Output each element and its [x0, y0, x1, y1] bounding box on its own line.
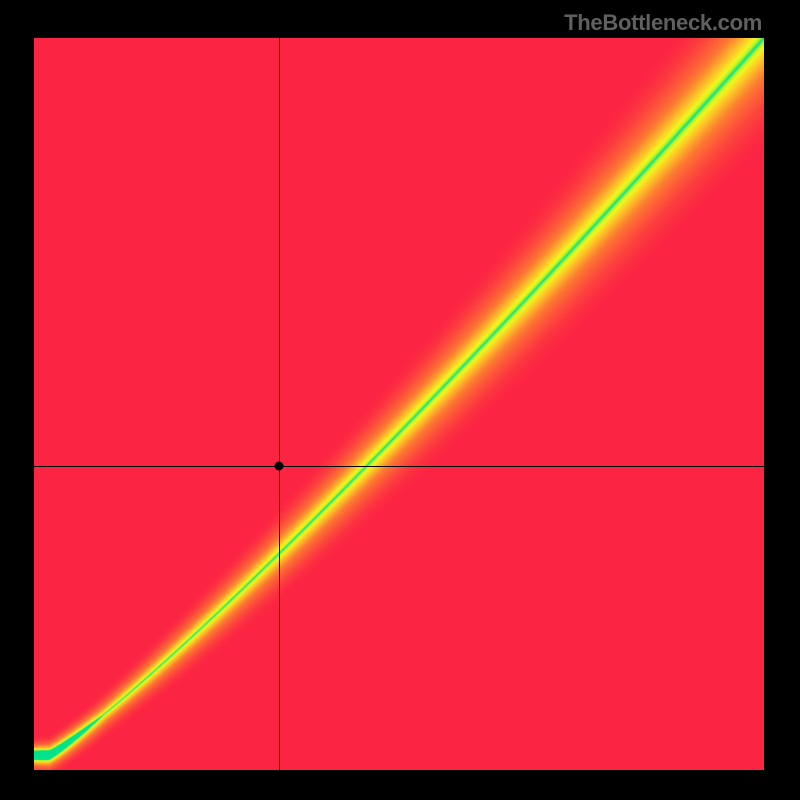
crosshair-horizontal: [34, 466, 764, 467]
crosshair-vertical: [279, 38, 280, 770]
heatmap-canvas: [34, 38, 764, 770]
watermark-text: TheBottleneck.com: [564, 10, 762, 36]
selection-marker: [274, 462, 283, 471]
heatmap-plot: [34, 38, 764, 770]
chart-frame: TheBottleneck.com: [0, 0, 800, 800]
